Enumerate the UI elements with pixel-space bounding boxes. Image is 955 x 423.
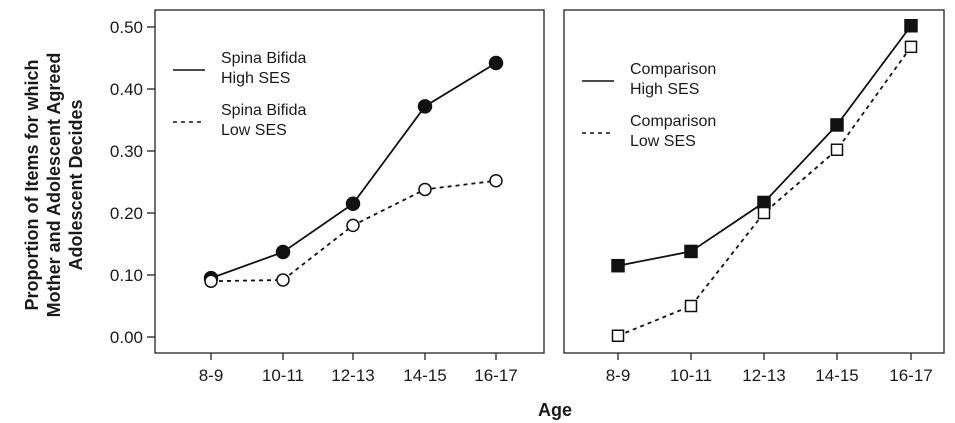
y-axis-title-line-1: Proportion of Items for which — [22, 60, 42, 311]
data-point — [757, 206, 771, 220]
x-axis-title: Age — [538, 400, 572, 420]
y-axis-title-line-2: Mother and Adolescent Agreed — [44, 53, 64, 318]
x-tick-label: 16-17 — [474, 366, 517, 385]
y-tick-label: 0.40 — [110, 80, 143, 99]
x-tick-label: 14-15 — [403, 366, 446, 385]
x-tick-label: 10-11 — [262, 366, 304, 385]
data-point — [904, 40, 918, 54]
data-point — [346, 218, 360, 233]
x-tick-label: 12-13 — [331, 366, 374, 385]
data-point — [488, 55, 504, 71]
series-line — [210, 62, 497, 279]
right-panel: 8-9 10-11 12-13 14-15 16-17 Comparison High SE… — [563, 9, 945, 385]
plot-frame — [154, 9, 545, 354]
data-point — [611, 329, 625, 343]
y-axis-title: Proportion of Items for which Mother and… — [22, 53, 86, 318]
data-point — [830, 143, 844, 157]
y-tick-label: 0.50 — [110, 18, 143, 37]
plot-frame — [563, 9, 945, 354]
data-point — [276, 273, 290, 287]
data-point — [417, 99, 433, 114]
legend-label: High SES — [630, 81, 699, 98]
legend-label: Spina Bifida — [221, 50, 306, 67]
legend-label: High SES — [221, 70, 290, 87]
left-panel: 0.00 0.10 0.20 0.30 0.40 0.50 8-9 10-11 12-13 14-… — [110, 9, 545, 385]
data-point — [830, 118, 844, 132]
y-tick-label: 0.00 — [110, 328, 143, 347]
legend-label: Comparison — [630, 113, 716, 130]
y-axis-title-line-3: Adolescent Decides — [66, 99, 86, 270]
legend-label: Low SES — [630, 133, 696, 150]
data-point — [418, 182, 432, 197]
data-point — [275, 244, 291, 260]
data-point — [345, 196, 361, 211]
x-tick-label: 12-13 — [742, 366, 785, 385]
data-point — [611, 258, 625, 273]
x-tick-label: 8-9 — [606, 366, 631, 385]
y-tick-label: 0.10 — [110, 266, 143, 285]
data-point — [489, 174, 503, 188]
data-point — [204, 274, 218, 288]
legend-label: Spina Bifida — [221, 102, 306, 119]
x-tick-label: 10-11 — [670, 366, 712, 385]
data-point — [757, 195, 771, 210]
data-point — [684, 299, 698, 313]
x-tick-label: 8-9 — [199, 366, 224, 385]
legend-label: Comparison — [630, 61, 716, 78]
data-point — [684, 244, 698, 259]
legend-label: Low SES — [221, 122, 287, 139]
y-tick-label: 0.20 — [110, 204, 143, 223]
x-tick-label: 16-17 — [889, 366, 932, 385]
data-point — [904, 19, 918, 33]
y-tick-label: 0.30 — [110, 142, 143, 161]
x-tick-label: 14-15 — [815, 366, 858, 385]
